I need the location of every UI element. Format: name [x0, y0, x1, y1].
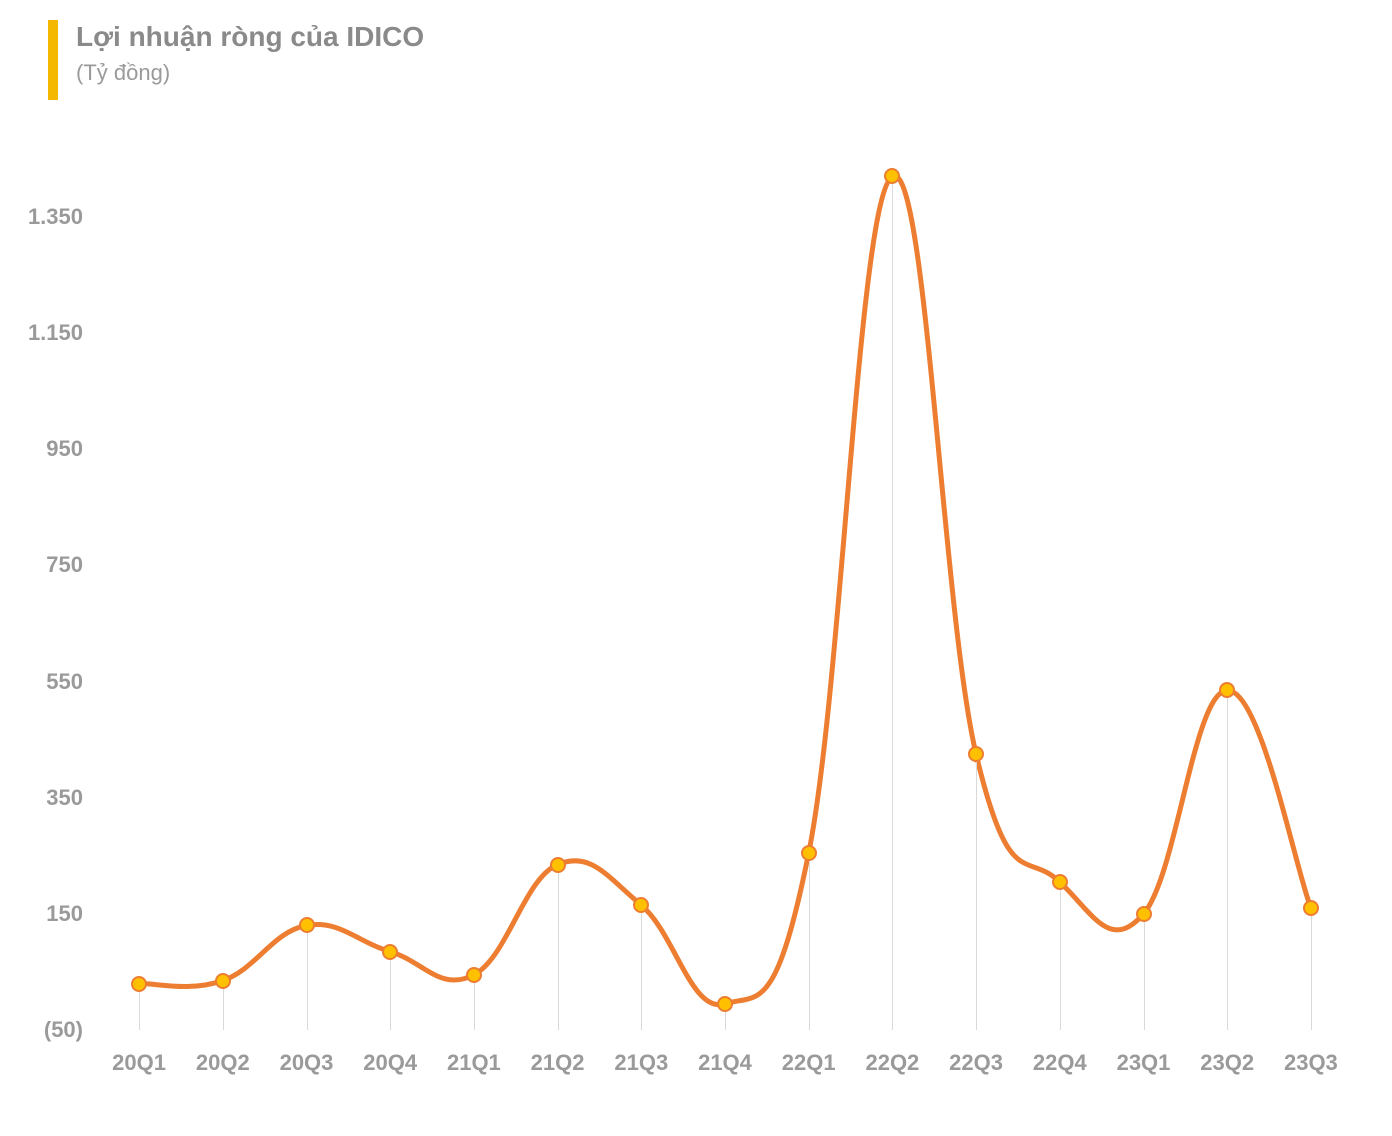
- y-axis-tick-label: 1.150: [28, 320, 83, 346]
- data-marker: [131, 976, 147, 992]
- drop-line: [976, 754, 977, 1030]
- x-axis-tick-label: 20Q4: [363, 1050, 417, 1076]
- drop-line: [390, 952, 391, 1030]
- x-axis-tick-label: 22Q1: [782, 1050, 836, 1076]
- data-marker: [968, 746, 984, 762]
- y-axis-tick-label: 350: [46, 785, 83, 811]
- chart-subtitle: (Tỷ đồng): [76, 60, 424, 86]
- x-axis-tick-label: 20Q2: [196, 1050, 250, 1076]
- data-marker: [884, 168, 900, 184]
- data-marker: [633, 897, 649, 913]
- x-axis-tick-label: 21Q2: [531, 1050, 585, 1076]
- data-marker: [1052, 874, 1068, 890]
- data-marker: [550, 857, 566, 873]
- data-marker: [801, 845, 817, 861]
- y-axis-tick-label: 550: [46, 669, 83, 695]
- x-axis-tick-label: 21Q1: [447, 1050, 501, 1076]
- y-axis-tick-label: 1.350: [28, 204, 83, 230]
- drop-line: [1144, 914, 1145, 1030]
- chart-container: Lợi nhuận ròng của IDICO (Tỷ đồng) (50)1…: [0, 0, 1392, 1136]
- drop-line: [474, 975, 475, 1030]
- title-accent-bar: [48, 20, 58, 100]
- plot-area: (50)1503505507509501.1501.35020Q120Q220Q…: [95, 130, 1355, 1030]
- data-marker: [382, 944, 398, 960]
- x-axis-tick-label: 22Q3: [949, 1050, 1003, 1076]
- drop-line: [307, 925, 308, 1030]
- y-axis-tick-label: 150: [46, 901, 83, 927]
- drop-line: [1227, 690, 1228, 1030]
- line-path: [139, 176, 1311, 1005]
- drop-line: [1311, 908, 1312, 1030]
- drop-line: [641, 905, 642, 1030]
- y-axis-tick-label: 750: [46, 552, 83, 578]
- chart-title-block: Lợi nhuận ròng của IDICO (Tỷ đồng): [48, 20, 424, 100]
- y-axis-tick-label: 950: [46, 436, 83, 462]
- drop-line: [892, 176, 893, 1030]
- data-marker: [1303, 900, 1319, 916]
- x-axis-tick-label: 20Q3: [280, 1050, 334, 1076]
- data-marker: [1136, 906, 1152, 922]
- x-axis-tick-label: 20Q1: [112, 1050, 166, 1076]
- drop-line: [558, 865, 559, 1030]
- data-marker: [717, 996, 733, 1012]
- x-axis-tick-label: 22Q4: [1033, 1050, 1087, 1076]
- x-axis-tick-label: 23Q3: [1284, 1050, 1338, 1076]
- title-text: Lợi nhuận ròng của IDICO (Tỷ đồng): [76, 20, 424, 86]
- x-axis-tick-label: 21Q3: [614, 1050, 668, 1076]
- line-path-svg: [95, 130, 1355, 1030]
- y-axis-tick-label: (50): [44, 1017, 83, 1043]
- x-axis-tick-label: 23Q2: [1200, 1050, 1254, 1076]
- x-axis-tick-label: 21Q4: [698, 1050, 752, 1076]
- drop-line: [809, 853, 810, 1030]
- drop-line: [1060, 882, 1061, 1030]
- x-axis-tick-label: 23Q1: [1117, 1050, 1171, 1076]
- data-marker: [1219, 682, 1235, 698]
- x-axis-tick-label: 22Q2: [865, 1050, 919, 1076]
- data-marker: [299, 917, 315, 933]
- chart-title: Lợi nhuận ròng của IDICO: [76, 20, 424, 54]
- data-marker: [215, 973, 231, 989]
- data-marker: [466, 967, 482, 983]
